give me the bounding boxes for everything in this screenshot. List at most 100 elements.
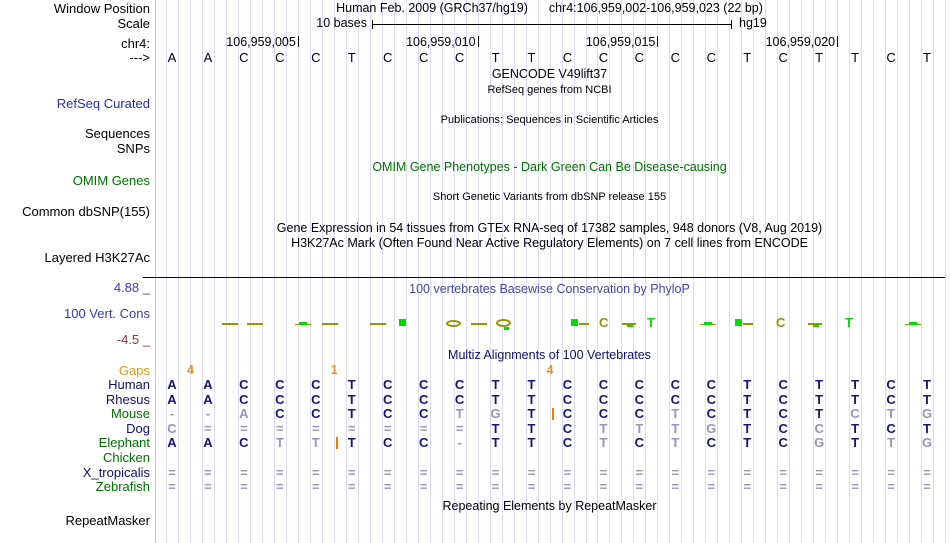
coordinate-label: 106,959,015	[585, 35, 656, 49]
multiz-track-title[interactable]: Multiz Alignments of 100 Vertebrates	[448, 348, 651, 362]
alignment-base: T	[347, 377, 356, 392]
h3k27ac-track-title[interactable]: H3K27Ac Mark (Often Found Near Active Re…	[291, 236, 808, 250]
alignment-base: C	[634, 392, 645, 407]
alignment-base: C	[814, 421, 824, 436]
alignment-base: =	[743, 479, 752, 494]
conservation-track-title[interactable]: 100 vertebrates Basewise Conservation by…	[409, 282, 690, 296]
publications-track-note[interactable]: Publications: Sequences in Scientific Ar…	[440, 114, 659, 126]
sequence-base: A	[203, 50, 213, 65]
alignment-base: -	[457, 435, 462, 450]
track-label-common-dbsnp[interactable]: Common dbSNP(155)	[22, 204, 150, 219]
alignment-base: =	[887, 479, 895, 494]
alignment-base: =	[851, 465, 859, 480]
alignment-base: T	[347, 435, 356, 450]
track-label-x_tropicalis[interactable]: X_tropicalis	[82, 465, 150, 480]
alignment-base: C	[634, 406, 645, 421]
alignment-base: T	[851, 435, 860, 450]
alignment-base: =	[204, 479, 212, 494]
alignment-base: =	[455, 465, 464, 480]
gap-size-annotation: 4	[546, 363, 554, 377]
chrom-label: chr4:	[121, 36, 150, 51]
alignment-base: T	[491, 377, 500, 392]
alignment-base: -	[169, 406, 175, 421]
alignment-base: C	[886, 421, 896, 436]
gridline	[705, 0, 707, 543]
gencode-track-title[interactable]: GENCODE V49lift37	[491, 67, 608, 81]
alignment-base: =	[887, 465, 895, 480]
track-label-layered-h3k27ac[interactable]: Layered H3K27Ac	[44, 250, 150, 265]
track-label-rhesus[interactable]: Rhesus	[105, 392, 150, 407]
track-label-human[interactable]: Human	[108, 377, 150, 392]
conservation-glyph-c	[446, 316, 466, 332]
gtex-track-title[interactable]: Gene Expression in 54 tissues from GTEx …	[276, 221, 823, 235]
alignment-base: =	[671, 479, 680, 494]
gridline	[561, 0, 563, 543]
alignment-base: C	[418, 392, 429, 407]
alignment-base: T	[743, 392, 752, 407]
gridline	[789, 0, 791, 543]
assembly-title: Human Feb. 2009 (GRCh37/hg19)	[336, 1, 528, 15]
track-label-omim-genes[interactable]: OMIM Genes	[72, 173, 150, 188]
conservation-glyph-dash	[222, 316, 242, 332]
gridline	[178, 0, 179, 543]
gridline	[933, 0, 934, 543]
alignment-base: T	[455, 406, 464, 421]
gridline	[573, 0, 575, 543]
track-label-refseq-curated[interactable]: RefSeq Curated	[56, 96, 150, 111]
alignment-base: =	[240, 479, 248, 494]
gridline	[813, 0, 815, 543]
track-label-mouse[interactable]: Mouse	[110, 406, 150, 421]
gridline	[801, 0, 803, 543]
track-label-snps[interactable]: SNPs	[116, 141, 150, 156]
sequence-base: C	[598, 50, 609, 65]
alignment-base: C	[383, 392, 393, 407]
alignment-base: =	[204, 421, 212, 436]
gridline	[549, 0, 551, 543]
alignment-base: C	[239, 435, 249, 450]
alignment-base: C	[778, 421, 788, 436]
conservation-glyph-dash	[370, 316, 390, 332]
scale-assembly-text: hg19	[739, 16, 767, 30]
gridline	[633, 0, 635, 543]
sequence-base: C	[418, 50, 429, 65]
gridline	[765, 0, 767, 543]
alignment-base: =	[491, 479, 500, 494]
track-label-elephant[interactable]: Elephant	[98, 435, 150, 450]
repeatmasker-track-note[interactable]: Repeating Elements by RepeatMasker	[442, 499, 657, 513]
strand-arrow-label[interactable]: --->	[129, 50, 150, 65]
track-label-sequences[interactable]: Sequences	[84, 126, 150, 141]
dbsnp-track-note[interactable]: Short Genetic Variants from dbSNP releas…	[432, 191, 667, 203]
refseq-track-note[interactable]: RefSeq genes from NCBI	[487, 84, 612, 96]
gridline	[945, 0, 946, 543]
track-label-100-vert-cons[interactable]: 100 Vert. Cons	[64, 306, 150, 321]
alignment-base: T	[275, 435, 284, 450]
conservation-glyph-dash-green	[622, 316, 642, 332]
alignment-base: A	[203, 377, 213, 392]
conservation-min-value: -4.5 _	[116, 332, 150, 347]
gridline	[489, 0, 491, 543]
alignment-base: T	[815, 377, 824, 392]
alignment-base: T	[923, 421, 931, 436]
gridline	[597, 0, 599, 543]
alignment-base: =	[347, 421, 356, 436]
alignment-base: =	[851, 479, 859, 494]
track-label-dog[interactable]: Dog	[126, 421, 150, 436]
gridline	[717, 0, 719, 543]
coordinate-tick	[297, 36, 299, 47]
alignment-base: C	[670, 377, 681, 392]
track-label-zebrafish[interactable]: Zebrafish	[95, 479, 150, 494]
track-label-chicken[interactable]: Chicken	[103, 450, 150, 465]
alignment-base: T	[491, 435, 500, 450]
conservation-glyph-green-dash	[700, 316, 720, 332]
alignment-base: C	[418, 435, 429, 450]
gridline	[321, 0, 323, 543]
gridline	[453, 0, 455, 543]
track-label-repeatmasker[interactable]: RepeatMasker	[65, 513, 150, 528]
alignment-base: =	[635, 465, 644, 480]
coordinate-tick	[657, 36, 659, 47]
gridline	[609, 0, 611, 543]
alignment-base: T	[923, 392, 931, 407]
omim-track-title[interactable]: OMIM Gene Phenotypes - Dark Green Can Be…	[372, 160, 727, 174]
alignment-base: C	[383, 435, 393, 450]
alignment-base: T	[491, 392, 500, 407]
